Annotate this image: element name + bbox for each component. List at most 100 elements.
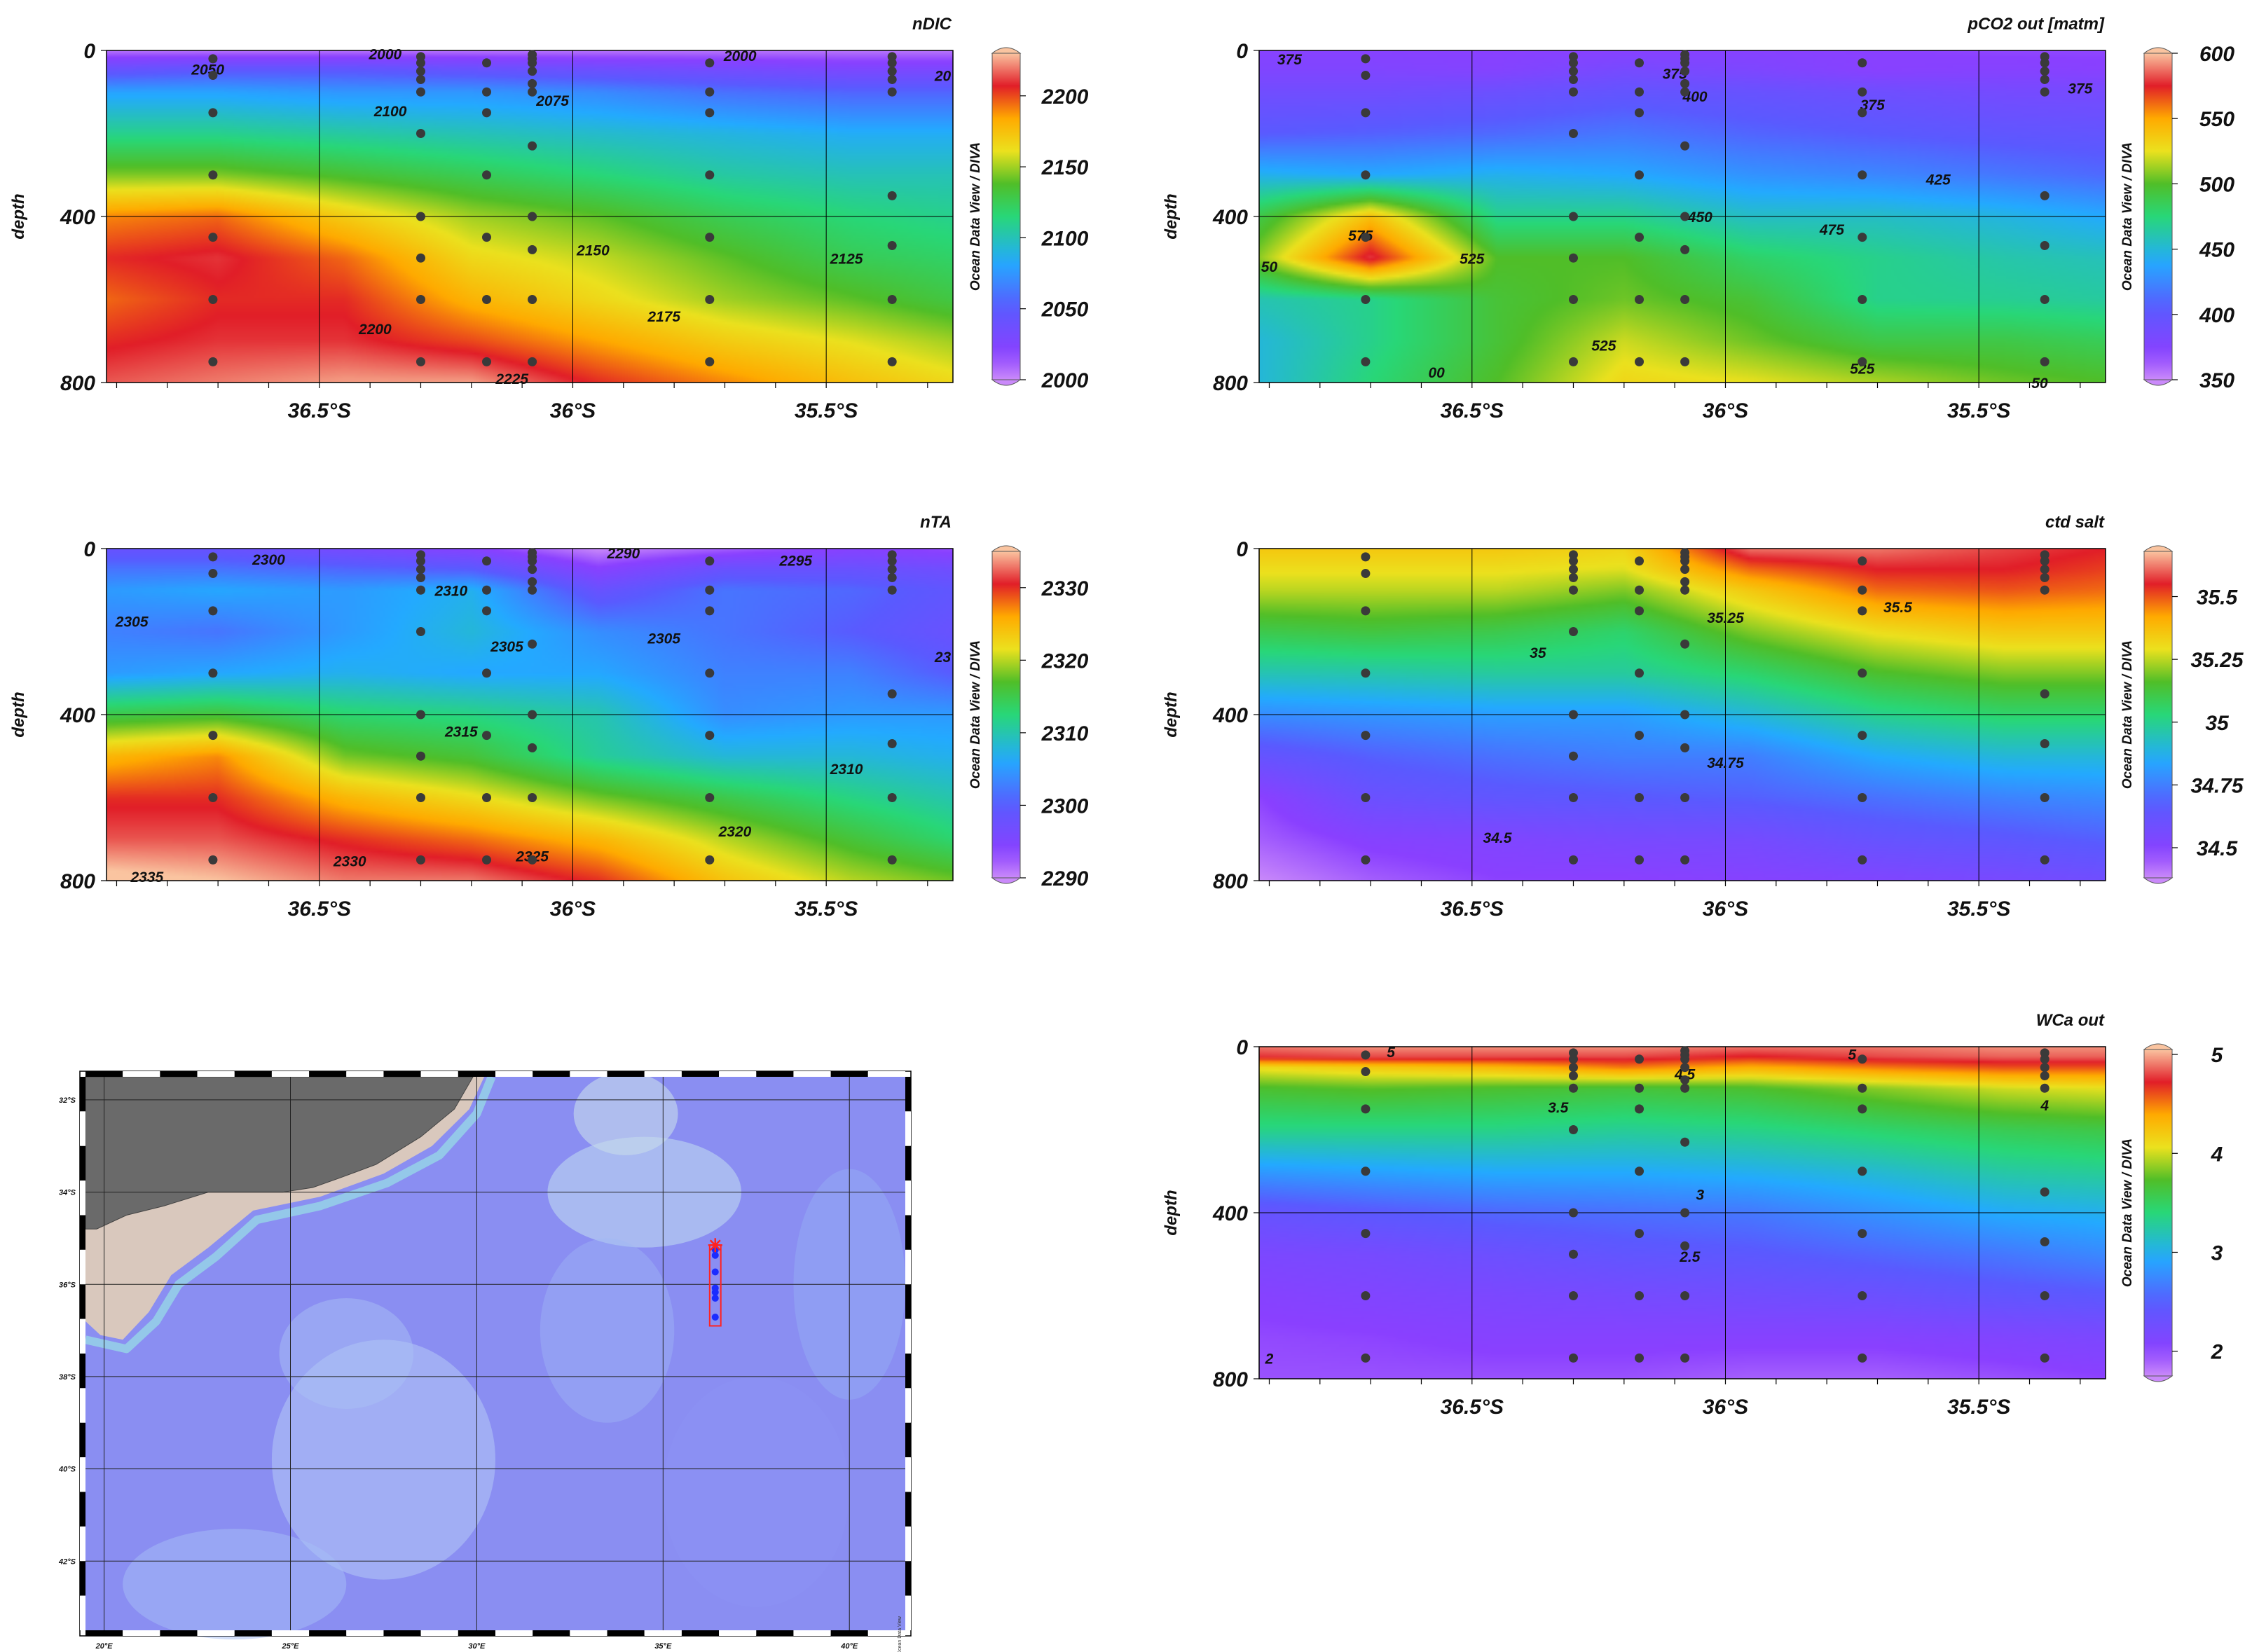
- sample-point: [2040, 1048, 2050, 1058]
- sample-point: [482, 668, 492, 678]
- frame-segment: [234, 1071, 272, 1077]
- y-axis-label: depth: [1162, 1190, 1181, 1235]
- sample-point: [705, 585, 715, 595]
- colorbar-cap-bottom: [991, 379, 1022, 386]
- contour-label: 2150: [576, 242, 610, 259]
- frame-segment: [905, 1249, 911, 1285]
- sample-point: [1680, 565, 1690, 574]
- sample-point: [1635, 87, 1645, 97]
- sample-point: [1680, 1241, 1690, 1251]
- sample-point: [528, 743, 537, 752]
- sample-point: [1858, 793, 1867, 802]
- section-panel-1: pCO2 out [matm] depth 0 400 800 36.5°S 36°S 35.…: [1162, 15, 2234, 422]
- sample-point: [705, 87, 715, 97]
- sample-point: [1680, 1208, 1690, 1218]
- panel-title: pCO2 out [matm]: [1967, 15, 2105, 34]
- sample-point: [528, 639, 537, 649]
- sample-point: [1361, 54, 1371, 64]
- sample-point: [1635, 295, 1645, 304]
- sample-point: [1568, 1083, 1578, 1093]
- sample-point: [208, 606, 218, 616]
- frame-segment: [309, 1630, 347, 1636]
- contour-label: 2305: [490, 639, 523, 655]
- frame-segment: [80, 1319, 85, 1354]
- sample-point: [1361, 1104, 1371, 1114]
- sample-point: [1858, 606, 1867, 616]
- colorbar-tick-label: 500: [2199, 173, 2234, 196]
- y-tick-label: 400: [60, 704, 95, 727]
- y-tick-label: 0: [1236, 538, 1248, 561]
- sample-point: [1858, 1083, 1867, 1093]
- sample-point: [1361, 108, 1371, 118]
- frame-segment: [719, 1071, 757, 1077]
- sample-point: [1858, 1229, 1867, 1239]
- x-tick-label: 36.5°S: [1441, 399, 1504, 422]
- sample-point: [1680, 1291, 1690, 1300]
- sample-point: [208, 569, 218, 579]
- frame-segment: [234, 1630, 272, 1636]
- sample-point: [1680, 357, 1690, 366]
- sample-point: [2040, 550, 2050, 560]
- sample-point: [1680, 212, 1690, 221]
- sample-point: [2040, 67, 2050, 76]
- frame-segment: [905, 1145, 911, 1181]
- contour-label: 2125: [830, 251, 863, 267]
- x-tick-label: 36°S: [1703, 399, 1748, 422]
- frame-segment: [533, 1071, 570, 1077]
- contour-label: 2: [1265, 1351, 1274, 1367]
- contour-label: 2000: [368, 47, 401, 63]
- sample-point: [1568, 855, 1578, 865]
- station-marker: [711, 1251, 719, 1259]
- sample-point: [887, 550, 897, 560]
- contour-label: 525: [1850, 361, 1874, 377]
- sample-point: [528, 577, 537, 586]
- sample-point: [1680, 1083, 1690, 1093]
- sample-point: [1858, 668, 1867, 678]
- sample-point: [208, 731, 218, 741]
- sample-point: [482, 793, 492, 802]
- start-star-icon: [708, 1238, 722, 1253]
- frame-segment: [830, 1630, 868, 1636]
- contour-label: 2320: [718, 824, 752, 840]
- frame-segment: [495, 1630, 533, 1636]
- sample-point: [887, 191, 897, 200]
- station-marker: [711, 1295, 719, 1302]
- y-tick-label: 0: [1236, 40, 1248, 63]
- frame-segment: [644, 1630, 682, 1636]
- sample-point: [2040, 572, 2050, 582]
- colorbar-label: Ocean Data View / DIVA: [968, 142, 983, 291]
- colorbar-tick-label: 3: [2211, 1241, 2223, 1265]
- sample-point: [1858, 108, 1867, 118]
- sample-point: [1680, 295, 1690, 304]
- section-panel-4: WCa out depth 0 400 800 36.5°S 36°S 35.5°S 5 5 4.5…: [1162, 1011, 2224, 1419]
- sample-point: [1635, 731, 1645, 741]
- frame-segment: [905, 1181, 911, 1216]
- sample-point: [1635, 1291, 1645, 1300]
- sample-point: [1361, 1166, 1371, 1176]
- sample-point: [2040, 1063, 2050, 1073]
- frame-segment: [756, 1071, 794, 1077]
- sample-point: [1635, 855, 1645, 865]
- sample-point: [1858, 357, 1867, 366]
- sample-point: [482, 295, 492, 304]
- colorbar-tick-label: 2200: [1041, 85, 1089, 109]
- map-lat-label: 40°S: [58, 1466, 76, 1474]
- star-ray: [709, 1239, 721, 1251]
- colorbar-tick-label: 35.5: [2197, 586, 2239, 610]
- sample-point: [528, 212, 537, 221]
- colorbar-tick-label: 35: [2205, 712, 2230, 735]
- colorbar-tick-label: 5: [2211, 1044, 2224, 1067]
- sample-point: [1635, 606, 1645, 616]
- sample-point: [1568, 67, 1578, 76]
- colorbar-label: Ocean Data View / DIVA: [2120, 640, 2135, 789]
- colorbar-tick-label: 400: [2199, 304, 2234, 327]
- sample-point: [482, 58, 492, 68]
- sample-point: [416, 58, 425, 68]
- frame-segment: [80, 1077, 85, 1112]
- sample-point: [416, 710, 425, 720]
- x-tick-label: 35.5°S: [795, 897, 858, 921]
- sample-point: [482, 731, 492, 741]
- sample-point: [1361, 357, 1371, 366]
- sample-point: [1361, 1229, 1371, 1239]
- frame-segment: [80, 1526, 85, 1562]
